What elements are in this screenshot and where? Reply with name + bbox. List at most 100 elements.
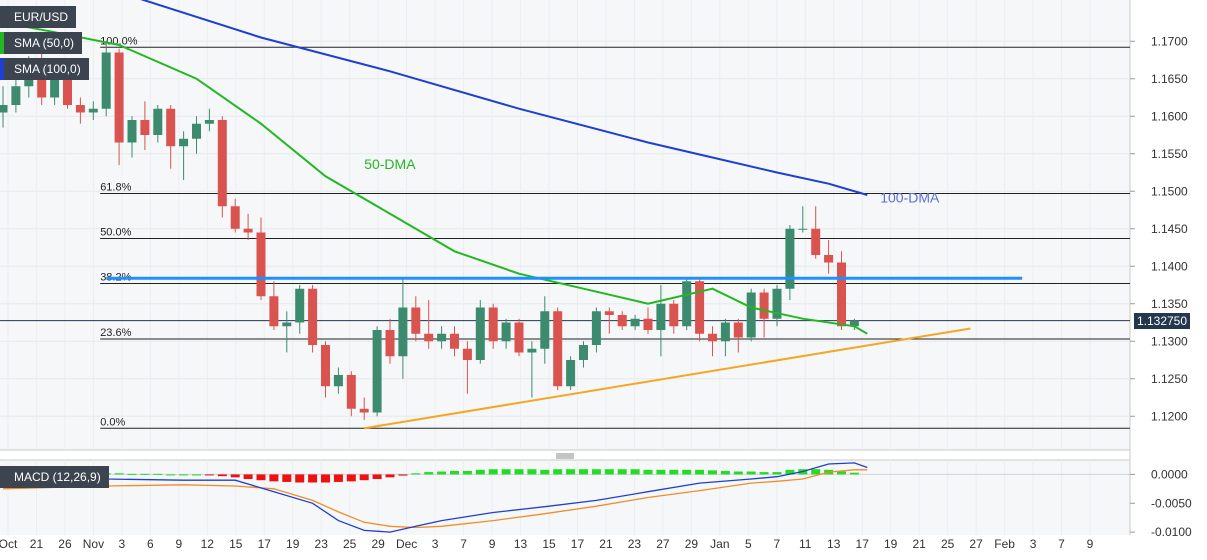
x-tick-label: 3: [1030, 537, 1037, 551]
macd-hist-bar-pos: [772, 472, 782, 475]
sma100-label: SMA (100,0): [14, 62, 81, 76]
bull-candle: [437, 333, 447, 342]
x-tick-label: Nov: [83, 537, 104, 551]
macd-hist-bar-neg: [372, 474, 382, 480]
bull-candle: [101, 52, 111, 109]
x-tick-label: 3: [119, 537, 126, 551]
macd-hist-bar-pos: [475, 469, 485, 475]
macd-hist-bar-pos: [604, 469, 614, 475]
x-tick-label: 27: [969, 537, 983, 551]
macd-line: [2, 462, 868, 533]
macd-hist-bar-pos: [488, 469, 498, 475]
macd-hist-bar-pos: [708, 470, 717, 475]
y-tick-label: 1.1650: [1151, 72, 1188, 86]
sma100-swatch: [0, 58, 4, 80]
x-tick-label: 25: [343, 537, 357, 551]
macd-hist-bar-pos: [437, 471, 447, 475]
x-tick-label: 21: [912, 537, 926, 551]
x-tick-label: 23: [628, 537, 642, 551]
bull-candle: [772, 288, 782, 319]
bull-candle: [372, 330, 382, 413]
x-tick-label: 26: [58, 537, 72, 551]
macd-hist-bar-pos: [630, 469, 640, 475]
y-tick-label: 1.1200: [1151, 409, 1188, 423]
x-tick-label: 9: [175, 537, 182, 551]
x-tick-label: 23: [315, 537, 329, 551]
x-tick-label: Oct: [0, 537, 18, 551]
bear-candle: [837, 262, 846, 327]
macd-hist-bar-neg: [321, 474, 330, 483]
macd-hist-bar-neg: [308, 474, 318, 483]
bull-candle: [849, 320, 859, 327]
bull-candle: [540, 311, 550, 349]
macd-hist-bar-pos: [656, 469, 666, 475]
bear-candle: [488, 307, 498, 342]
bull-candle: [179, 138, 189, 147]
bull-candle: [398, 307, 408, 357]
macd-hist-bar-pos: [424, 472, 434, 475]
sma50-annotation: 50-DMA: [364, 156, 416, 172]
grid-layer: [0, 40, 1130, 417]
sma100-legend[interactable]: SMA (100,0): [0, 58, 89, 80]
macd-hist-bar-pos: [733, 471, 743, 475]
macd-hist-bar-neg: [333, 474, 343, 482]
macd-hist-bar-pos: [527, 469, 537, 475]
macd-hist-bar-pos: [785, 469, 795, 475]
x-tick-label: Dec: [396, 537, 417, 551]
macd-hist-bar-pos: [759, 472, 769, 475]
bear-candle: [75, 105, 85, 113]
macd-legend[interactable]: MACD (12,26,9): [0, 466, 109, 488]
macd-hist-bar-pos: [669, 469, 679, 475]
bull-candle: [785, 228, 795, 289]
macd-hist-bar-neg: [359, 474, 369, 481]
bear-candle: [346, 375, 356, 409]
x-tick-label: 15: [542, 537, 556, 551]
bull-candle: [88, 108, 98, 113]
macd-hist-bar-pos: [462, 470, 472, 475]
bear-candle: [63, 71, 72, 105]
x-tick-label: 19: [286, 537, 300, 551]
y-tick-label: 1.1250: [1151, 372, 1188, 386]
x-tick-label: 21: [599, 537, 613, 551]
macd-signal-line: [2, 469, 868, 529]
sma50-label: SMA (50,0): [14, 36, 75, 50]
x-tick-label: 17: [571, 537, 585, 551]
macd-hist-bar-pos: [501, 469, 511, 475]
bull-candle: [50, 71, 60, 98]
x-tick-label: 12: [201, 537, 215, 551]
x-tick-label: 9: [489, 537, 496, 551]
macd-hist-bar-neg: [346, 474, 356, 482]
macd-hist-bar-pos: [127, 473, 137, 475]
bear-candle: [37, 71, 47, 98]
macd-hist-bar-pos: [179, 474, 189, 476]
fib-level-label: 23.6%: [100, 327, 131, 339]
sma100-line: [140, 0, 868, 196]
macd-hist-bar-pos: [720, 470, 730, 475]
macd-hist-bar-pos: [553, 469, 563, 475]
symbol-legend[interactable]: EUR/USD: [0, 6, 77, 28]
macd-plot-bg: [0, 460, 1130, 535]
sma50-legend[interactable]: SMA (50,0): [0, 32, 83, 54]
macd-hist-bar-neg: [204, 474, 214, 476]
bull-candle: [11, 86, 21, 105]
macd-hist-bar-neg: [243, 474, 253, 480]
bull-candle: [153, 108, 163, 135]
fib-level-label: 61.8%: [100, 182, 131, 194]
bull-candle: [566, 360, 576, 387]
macd-hist-bar-pos: [140, 473, 150, 475]
bear-candle: [140, 120, 150, 135]
macd-hist-bar-pos: [849, 472, 859, 475]
bull-candle: [720, 322, 730, 342]
bull-candle: [579, 345, 588, 360]
bear-candle: [114, 52, 124, 143]
pane-resize-handle[interactable]: [556, 453, 574, 459]
x-tick-label: 15: [229, 537, 243, 551]
y-tick-label: 1.1550: [1151, 147, 1188, 161]
annot-layer: 50-DMA 100-DMA: [106, 156, 1023, 430]
x-tick-label: 7: [773, 537, 780, 551]
bull-candle: [204, 120, 214, 124]
bear-candle: [308, 288, 318, 345]
macd-hist-bar-pos: [153, 473, 163, 475]
macd-hist-bar-pos: [746, 471, 756, 475]
